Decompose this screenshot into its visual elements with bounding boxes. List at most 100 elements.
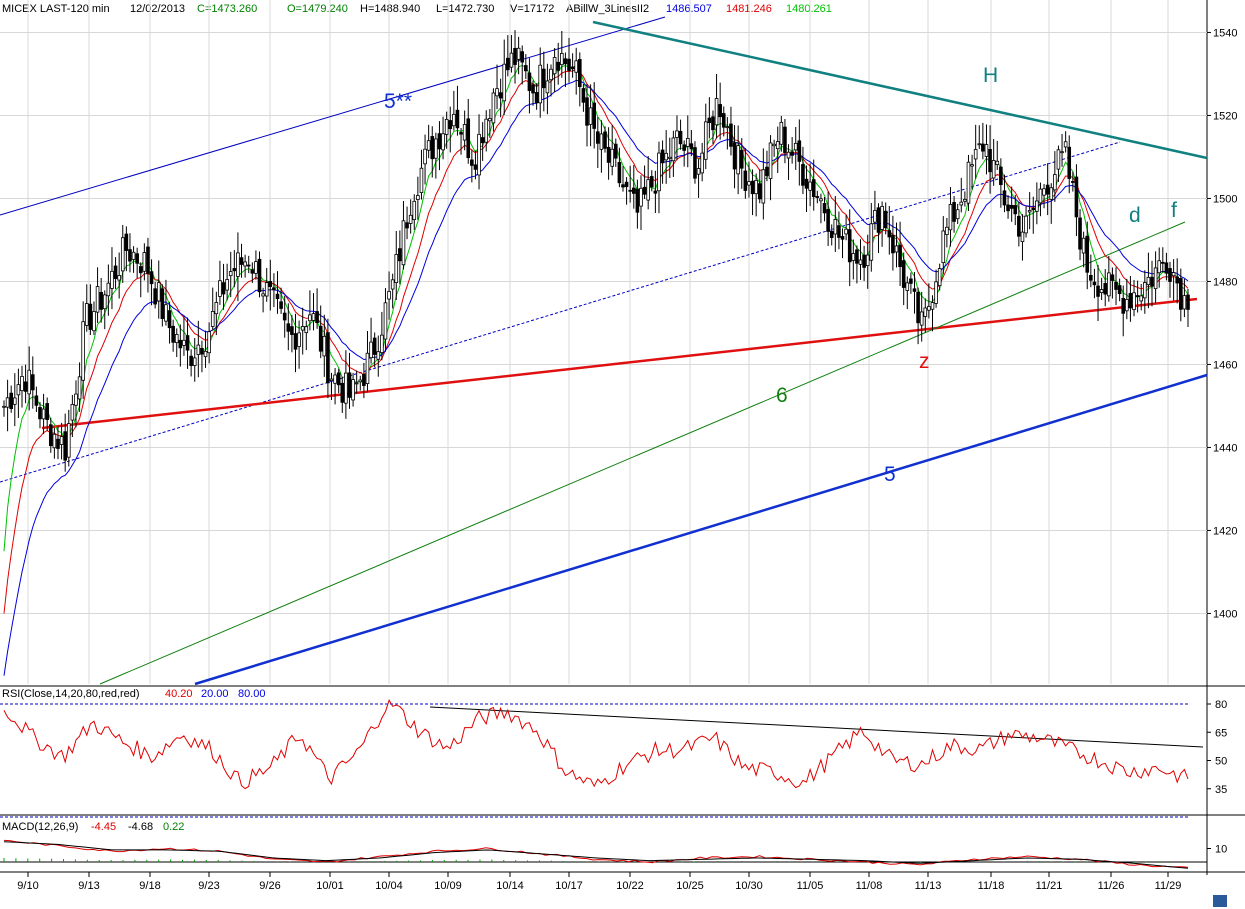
candle-body <box>99 292 103 310</box>
candle-body <box>484 118 489 143</box>
scroll-thumb[interactable] <box>1213 895 1227 907</box>
candle <box>387 271 391 320</box>
green-trend-line-6 <box>99 221 1186 685</box>
annotation-5-star: 5** <box>384 90 412 113</box>
candle <box>495 64 499 110</box>
candle-body <box>498 92 503 99</box>
candle <box>639 175 643 231</box>
candle-body <box>333 374 337 384</box>
candle-body <box>153 288 157 305</box>
candle <box>1161 247 1165 273</box>
candle-body <box>1103 283 1108 295</box>
candle <box>156 260 161 319</box>
candle-body <box>833 219 838 235</box>
candle-body <box>628 189 632 192</box>
candle <box>405 206 409 240</box>
candle-body <box>538 64 543 104</box>
candle <box>711 110 715 144</box>
candle-body <box>585 97 589 126</box>
rsi-label: RSI(Close,14,20,80,red,red) <box>2 688 140 700</box>
candle <box>578 52 582 107</box>
candle-body <box>1045 184 1050 195</box>
candle <box>326 318 330 399</box>
candle-body <box>347 372 352 398</box>
candle <box>588 84 593 147</box>
candle-body <box>1063 141 1068 148</box>
candle-body <box>131 251 136 260</box>
candle <box>9 385 13 413</box>
candle-body <box>138 266 143 274</box>
candle <box>120 224 125 283</box>
candle <box>624 177 629 205</box>
candle <box>333 368 337 405</box>
candle-body <box>909 278 913 284</box>
candle-body <box>1042 188 1046 196</box>
candle <box>819 193 823 224</box>
candle <box>1049 183 1054 224</box>
candle-body <box>955 209 960 220</box>
indicator-label: ABillW_3LinesII2 <box>566 3 649 15</box>
candle-body <box>1017 215 1021 237</box>
candle <box>128 233 132 273</box>
candle <box>1168 261 1172 298</box>
candle-body <box>919 311 924 326</box>
candle-body <box>797 140 802 162</box>
candle <box>757 169 762 204</box>
candle <box>617 147 622 188</box>
candle <box>1099 277 1104 301</box>
candle <box>984 124 989 175</box>
candle-body <box>624 181 629 188</box>
candle <box>383 288 388 352</box>
candle <box>829 224 834 246</box>
x-tick-label: 9/26 <box>259 880 280 892</box>
candle-body <box>236 252 240 277</box>
candle-body <box>239 257 244 265</box>
candle-body <box>250 269 255 274</box>
red-support-line <box>41 297 1198 430</box>
candle <box>865 234 870 289</box>
candle-body <box>279 301 283 309</box>
candle <box>898 221 902 287</box>
candle-body <box>106 282 111 297</box>
candle <box>891 215 895 271</box>
candle <box>221 263 226 310</box>
candle-body <box>113 265 118 280</box>
candle-body <box>757 183 762 200</box>
macd-lines <box>3 839 1189 869</box>
candle <box>1114 267 1118 306</box>
candle-body <box>351 379 355 401</box>
candle-body <box>761 169 766 204</box>
candle-body <box>595 131 600 144</box>
candle-body <box>1002 190 1007 206</box>
candle-body <box>59 436 64 445</box>
candle <box>754 173 758 217</box>
candle <box>876 203 881 254</box>
candle <box>1009 186 1014 222</box>
x-tick-label: 11/21 <box>1036 880 1063 892</box>
candle-body <box>840 236 845 240</box>
candle-body <box>613 143 618 159</box>
candle-body <box>711 116 715 131</box>
candle-body <box>20 376 24 392</box>
candle-body <box>898 244 902 267</box>
candle-body <box>592 102 597 129</box>
candle-body <box>92 311 96 332</box>
candle-body <box>408 214 413 224</box>
candle <box>1027 192 1032 230</box>
candle-body <box>664 152 668 161</box>
candle-body <box>527 72 532 91</box>
candle-body <box>221 282 226 295</box>
candle <box>59 422 64 460</box>
candle-body <box>534 92 539 103</box>
candle <box>27 346 31 411</box>
rsi-tick-label: 50 <box>1215 756 1227 768</box>
rsi-trend-line <box>429 706 1204 748</box>
candle <box>1024 206 1028 238</box>
annotation-5: 5 <box>884 463 896 486</box>
candle <box>462 110 467 151</box>
candle <box>264 267 269 302</box>
candle-body <box>865 254 870 267</box>
x-tick-label: 10/22 <box>616 880 644 892</box>
candle-body <box>1056 149 1061 170</box>
